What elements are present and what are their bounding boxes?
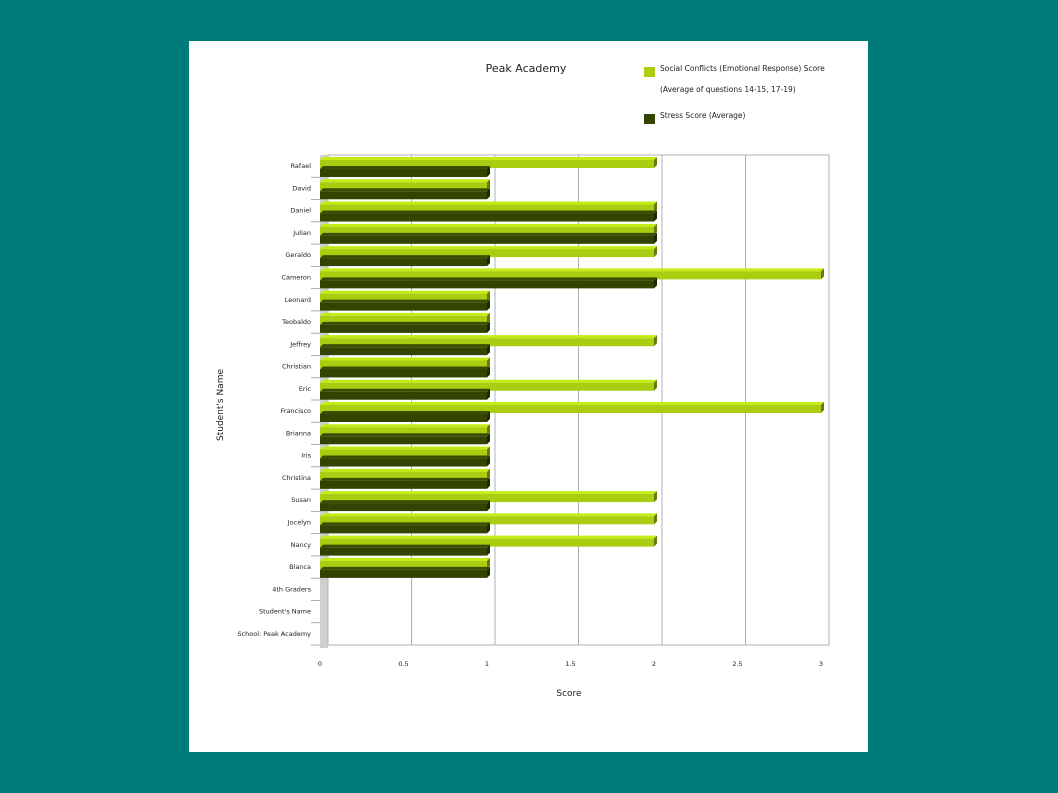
category-label: Susan (291, 496, 311, 504)
legend-label-stress: Stress Score (Average) (660, 111, 746, 120)
bar (320, 402, 824, 413)
bar (320, 535, 657, 547)
category-label: Student's Name (259, 608, 311, 616)
bar (320, 455, 490, 467)
bar (320, 312, 490, 324)
slide: Rafael David Daniel Julian Geraldo Cameron Leo… (189, 41, 868, 752)
bar (320, 290, 490, 302)
chart-title: Peak Academy (486, 62, 567, 75)
category-labels: Rafael David Daniel Julian Geraldo Cameron Leo… (237, 162, 320, 646)
bar (320, 246, 657, 258)
bar (320, 232, 657, 244)
bar (320, 166, 490, 177)
category-label: Jeffrey (289, 340, 311, 348)
bar (320, 210, 657, 222)
bar (320, 433, 490, 445)
bar (320, 299, 490, 311)
chart: Rafael David Daniel Julian Geraldo Cameron Leo… (216, 62, 830, 699)
bar (320, 223, 657, 235)
category-label: 4th Graders (272, 585, 311, 593)
category-label: Rafael (291, 162, 312, 170)
bar (320, 357, 490, 369)
legend: Social Conflicts (Emotional Response) Sc… (644, 64, 825, 124)
bar (320, 557, 490, 569)
x-tick-label: 0 (318, 660, 322, 668)
legend-label-social-conflicts: Social Conflicts (Emotional Response) Sc… (660, 64, 825, 73)
bar (320, 268, 824, 280)
bar (320, 544, 490, 556)
bar (320, 255, 490, 267)
category-label: Teobaldo (281, 318, 311, 326)
bar (320, 566, 490, 578)
category-label: Blanca (289, 563, 311, 571)
bar (320, 321, 490, 333)
bar (320, 157, 657, 168)
plot-floor (320, 155, 328, 648)
bar (320, 446, 490, 458)
x-axis-label: Score (556, 689, 582, 699)
x-tick-label: 1 (485, 660, 489, 668)
x-tick-labels: 0 0.5 1 1.5 2 2.5 3 (318, 660, 823, 668)
category-label: David (292, 184, 311, 192)
bar (320, 344, 490, 356)
legend-label-social-conflicts-line2: (Average of questions 14-15, 17-19) (660, 85, 796, 94)
category-label: Geraldo (285, 251, 311, 259)
bars (320, 157, 824, 578)
category-label: Jocelyn (287, 519, 311, 527)
bar (320, 491, 657, 503)
bar (320, 179, 490, 191)
category-label: Nancy (291, 541, 312, 549)
bar (320, 335, 657, 347)
bar (320, 277, 657, 289)
bar (320, 500, 490, 512)
bar (320, 424, 490, 436)
category-label: Christina (282, 474, 311, 482)
bar (320, 366, 490, 378)
bar (320, 468, 490, 480)
category-label: Christian (282, 363, 311, 371)
legend-swatch-social-conflicts (644, 67, 655, 77)
category-label: Leonard (285, 296, 311, 304)
x-tick-label: 2.5 (732, 660, 742, 668)
bar (320, 411, 490, 422)
bar (320, 188, 490, 200)
category-label: School: Peak Academy (237, 630, 311, 638)
bar (320, 522, 490, 534)
bar (320, 201, 657, 213)
bar (320, 379, 657, 391)
category-label: Iris (301, 452, 311, 460)
category-label: Brianna (286, 429, 311, 437)
x-tick-label: 0.5 (398, 660, 408, 668)
category-label: Francisco (281, 407, 311, 415)
bar (320, 477, 490, 489)
category-label: Julian (292, 229, 311, 237)
x-tick-label: 2 (652, 660, 656, 668)
x-tick-label: 1.5 (565, 660, 575, 668)
bar (320, 513, 657, 525)
x-tick-label: 3 (819, 660, 823, 668)
category-label: Daniel (290, 207, 311, 215)
bar (320, 388, 490, 400)
category-label: Cameron (282, 274, 311, 282)
category-label: Eric (299, 385, 312, 393)
y-axis-label: Student's Name (216, 369, 226, 441)
legend-swatch-stress (644, 114, 655, 124)
